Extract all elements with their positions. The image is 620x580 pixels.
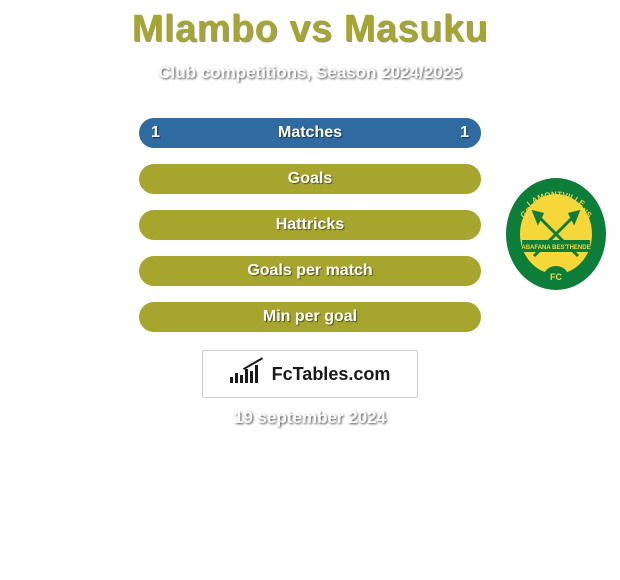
club-crest: LAMONTVILLE GOLDEN ARROWS ABAFANA BES'TH… [504, 176, 608, 292]
page-title: Mlambo vs Masuku [0, 0, 620, 51]
player-ellipse-left [8, 169, 112, 195]
date-text: 19 september 2024 [0, 408, 620, 428]
crest-banner-text: ABAFANA BES'THENDE [521, 245, 590, 251]
stat-bar: Goals per match [138, 255, 482, 287]
stat-label: Goals per match [247, 262, 372, 280]
brand-text: FcTables.com [272, 364, 391, 385]
stat-label: Matches [278, 124, 342, 142]
stat-bar: Hattricks [138, 209, 482, 241]
stat-value-right: 1 [460, 124, 469, 142]
brand-box: FcTables.com [202, 350, 418, 398]
stat-label: Goals [288, 170, 332, 188]
stat-label: Min per goal [263, 308, 357, 326]
crest-fc-text: FC [550, 272, 562, 282]
player-ellipse-left [8, 123, 112, 149]
stat-bar: Min per goal [138, 301, 482, 333]
stat-row: Min per goal [0, 294, 620, 340]
stat-value-left: 1 [151, 124, 160, 142]
stat-bar: 1 Matches 1 [138, 117, 482, 149]
stat-bar: Goals [138, 163, 482, 195]
stat-row: 1 Matches 1 [0, 110, 620, 156]
player-ellipse-right [508, 123, 612, 149]
stat-label: Hattricks [276, 216, 344, 234]
subtitle: Club competitions, Season 2024/2025 [0, 63, 620, 83]
